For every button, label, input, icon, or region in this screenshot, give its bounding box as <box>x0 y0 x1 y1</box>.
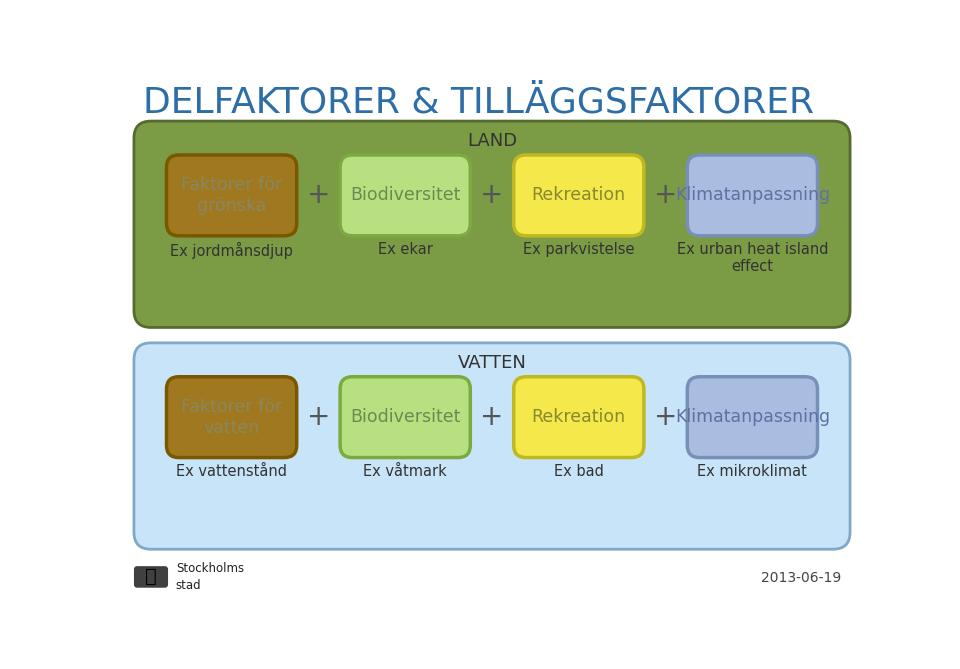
FancyBboxPatch shape <box>134 566 168 587</box>
Text: Ex mikroklimat: Ex mikroklimat <box>698 464 807 479</box>
FancyBboxPatch shape <box>166 155 297 235</box>
FancyBboxPatch shape <box>134 343 850 549</box>
FancyBboxPatch shape <box>687 155 818 235</box>
Text: 🏛: 🏛 <box>145 567 156 587</box>
FancyBboxPatch shape <box>340 155 470 235</box>
Text: Ex ekar: Ex ekar <box>378 242 433 257</box>
Text: +: + <box>306 403 330 431</box>
Text: Biodiversitet: Biodiversitet <box>350 408 461 426</box>
Text: Klimatanpassning: Klimatanpassning <box>675 187 830 205</box>
Text: Stockholms
stad: Stockholms stad <box>176 562 244 592</box>
Text: +: + <box>654 181 678 209</box>
FancyBboxPatch shape <box>166 377 297 458</box>
FancyBboxPatch shape <box>340 377 470 458</box>
Text: +: + <box>480 403 504 431</box>
Text: DELFAKTORER & TILLÄGGSFAKTORER: DELFAKTORER & TILLÄGGSFAKTORER <box>143 86 814 120</box>
FancyBboxPatch shape <box>687 377 818 458</box>
Text: +: + <box>306 181 330 209</box>
Text: Ex vattenstånd: Ex vattenstånd <box>176 464 287 479</box>
Text: 2013-06-19: 2013-06-19 <box>760 571 841 585</box>
Text: Ex bad: Ex bad <box>554 464 604 479</box>
Text: VATTEN: VATTEN <box>458 354 526 372</box>
Text: +: + <box>480 181 504 209</box>
Text: LAND: LAND <box>467 132 517 150</box>
Text: Faktorer för
vatten: Faktorer för vatten <box>181 398 282 437</box>
Text: Rekreation: Rekreation <box>532 408 626 426</box>
Text: +: + <box>654 403 678 431</box>
FancyBboxPatch shape <box>514 377 644 458</box>
Text: Ex jordmånsdjup: Ex jordmånsdjup <box>170 242 293 259</box>
FancyBboxPatch shape <box>134 121 850 327</box>
Text: Ex våtmark: Ex våtmark <box>363 464 447 479</box>
Text: Klimatanpassning: Klimatanpassning <box>675 408 830 426</box>
FancyBboxPatch shape <box>514 155 644 235</box>
Text: Rekreation: Rekreation <box>532 187 626 205</box>
Text: Ex parkvistelse: Ex parkvistelse <box>523 242 635 257</box>
Text: Ex urban heat island
effect: Ex urban heat island effect <box>677 242 828 274</box>
Text: Faktorer för
grönska: Faktorer för grönska <box>181 176 282 215</box>
Text: Biodiversitet: Biodiversitet <box>350 187 461 205</box>
